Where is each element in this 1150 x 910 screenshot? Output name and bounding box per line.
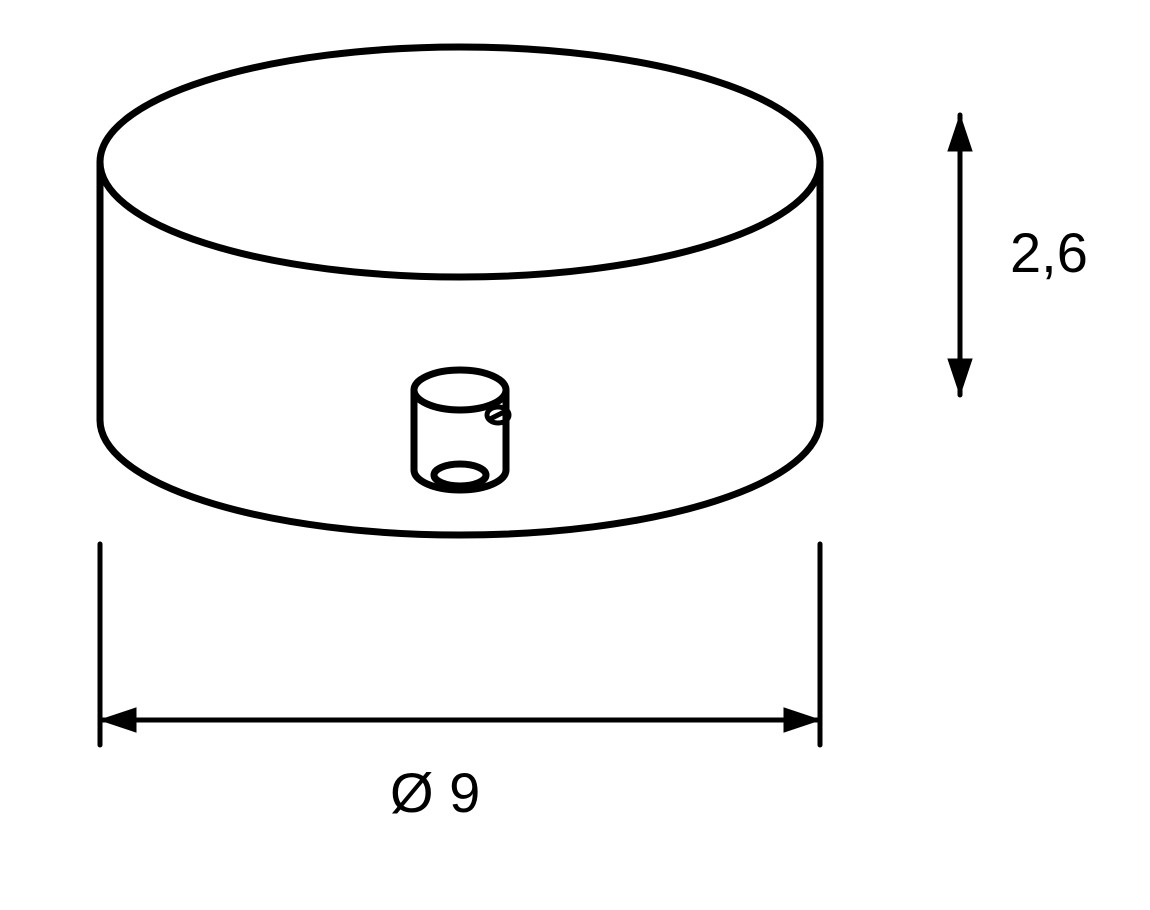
drawing-canvas: Ø 9 2,6 — [0, 0, 1150, 910]
technical-drawing-svg — [0, 0, 1150, 910]
diameter-label: Ø 9 — [390, 760, 480, 825]
height-label: 2,6 — [1010, 220, 1088, 285]
